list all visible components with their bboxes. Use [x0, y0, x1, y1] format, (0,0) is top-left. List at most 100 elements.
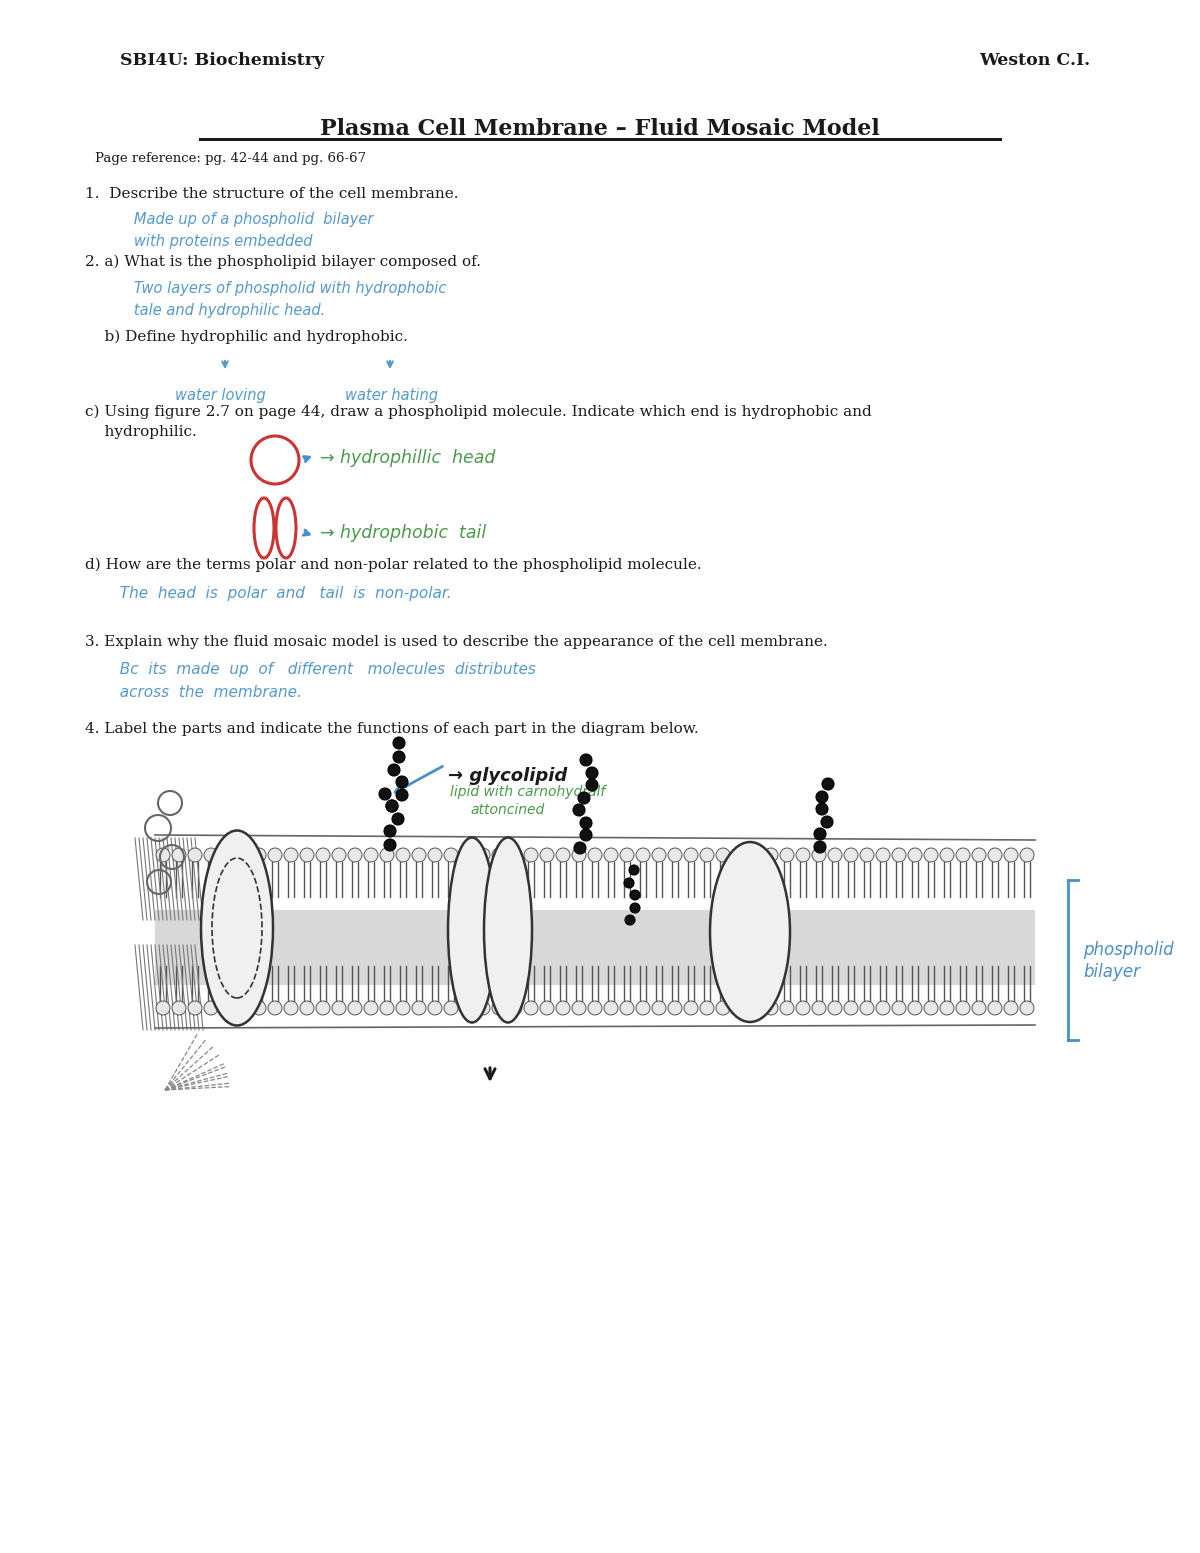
Circle shape	[764, 848, 778, 862]
Text: with proteins embedded: with proteins embedded	[120, 235, 312, 248]
Circle shape	[780, 848, 794, 862]
Circle shape	[908, 848, 922, 862]
Text: SBI4U: Biochemistry: SBI4U: Biochemistry	[120, 51, 324, 68]
Circle shape	[700, 848, 714, 862]
Circle shape	[860, 1002, 874, 1016]
Circle shape	[814, 828, 826, 840]
Circle shape	[574, 842, 586, 854]
Circle shape	[386, 800, 398, 812]
Text: Page reference: pg. 42-44 and pg. 66-67: Page reference: pg. 42-44 and pg. 66-67	[95, 152, 366, 165]
Circle shape	[821, 815, 833, 828]
Circle shape	[252, 1002, 266, 1016]
Text: Plasma Cell Membrane – Fluid Mosaic Model: Plasma Cell Membrane – Fluid Mosaic Mode…	[320, 118, 880, 140]
Circle shape	[220, 1002, 234, 1016]
Circle shape	[828, 848, 842, 862]
Circle shape	[364, 1002, 378, 1016]
Circle shape	[348, 848, 362, 862]
Circle shape	[268, 848, 282, 862]
Circle shape	[816, 803, 828, 815]
Circle shape	[844, 1002, 858, 1016]
Circle shape	[572, 1002, 586, 1016]
Circle shape	[386, 800, 398, 812]
Text: Made up of a phospholid  bilayer: Made up of a phospholid bilayer	[120, 213, 373, 227]
Circle shape	[716, 1002, 730, 1016]
Circle shape	[652, 1002, 666, 1016]
Circle shape	[332, 848, 346, 862]
Circle shape	[764, 1002, 778, 1016]
Circle shape	[412, 1002, 426, 1016]
Circle shape	[668, 1002, 682, 1016]
Circle shape	[748, 848, 762, 862]
Text: water loving: water loving	[175, 388, 265, 402]
Text: 1.  Describe the structure of the cell membrane.: 1. Describe the structure of the cell me…	[85, 186, 458, 200]
Circle shape	[316, 1002, 330, 1016]
Circle shape	[586, 780, 598, 790]
Circle shape	[620, 1002, 634, 1016]
Circle shape	[332, 1002, 346, 1016]
Circle shape	[972, 848, 986, 862]
Text: water hating: water hating	[346, 388, 438, 402]
Circle shape	[379, 787, 391, 800]
Circle shape	[578, 792, 590, 804]
Circle shape	[796, 1002, 810, 1016]
Circle shape	[684, 1002, 698, 1016]
Circle shape	[252, 848, 266, 862]
Circle shape	[392, 814, 404, 825]
Circle shape	[380, 848, 394, 862]
Circle shape	[220, 848, 234, 862]
Circle shape	[988, 1002, 1002, 1016]
Circle shape	[604, 848, 618, 862]
Circle shape	[1020, 848, 1034, 862]
Circle shape	[396, 848, 410, 862]
Circle shape	[428, 848, 442, 862]
Circle shape	[630, 890, 640, 901]
Circle shape	[588, 848, 602, 862]
Circle shape	[972, 1002, 986, 1016]
Text: 3. Explain why the fluid mosaic model is used to describe the appearance of the : 3. Explain why the fluid mosaic model is…	[85, 635, 828, 649]
Circle shape	[620, 848, 634, 862]
Circle shape	[580, 755, 592, 766]
Circle shape	[508, 848, 522, 862]
Circle shape	[394, 738, 406, 749]
Text: → glycolipid: → glycolipid	[448, 767, 568, 784]
Circle shape	[624, 877, 634, 888]
Circle shape	[348, 1002, 362, 1016]
Circle shape	[629, 865, 640, 874]
Circle shape	[492, 848, 506, 862]
Circle shape	[380, 1002, 394, 1016]
Text: → hydrophillic  head: → hydrophillic head	[320, 449, 496, 467]
Circle shape	[492, 1002, 506, 1016]
Circle shape	[396, 1002, 410, 1016]
Text: b) Define hydrophilic and hydrophobic.: b) Define hydrophilic and hydrophobic.	[85, 329, 408, 345]
Circle shape	[940, 1002, 954, 1016]
Circle shape	[684, 848, 698, 862]
Ellipse shape	[484, 837, 532, 1022]
Circle shape	[716, 848, 730, 862]
Bar	[155, 910, 1034, 985]
Circle shape	[586, 767, 598, 780]
Circle shape	[1004, 848, 1018, 862]
Text: hydrophilic.: hydrophilic.	[85, 426, 197, 439]
Circle shape	[284, 848, 298, 862]
Ellipse shape	[710, 842, 790, 1022]
Circle shape	[444, 848, 458, 862]
Circle shape	[460, 1002, 474, 1016]
Circle shape	[625, 915, 635, 926]
Circle shape	[860, 848, 874, 862]
Circle shape	[384, 825, 396, 837]
Circle shape	[204, 1002, 218, 1016]
Ellipse shape	[448, 837, 496, 1022]
Circle shape	[172, 848, 186, 862]
Circle shape	[574, 804, 586, 815]
Text: c) Using figure 2.7 on page 44, draw a phospholipid molecule. Indicate which end: c) Using figure 2.7 on page 44, draw a p…	[85, 405, 871, 419]
Circle shape	[412, 848, 426, 862]
Circle shape	[924, 1002, 938, 1016]
Circle shape	[1020, 1002, 1034, 1016]
Circle shape	[572, 848, 586, 862]
Circle shape	[444, 1002, 458, 1016]
Circle shape	[556, 848, 570, 862]
Circle shape	[300, 1002, 314, 1016]
Circle shape	[388, 764, 400, 776]
Text: tale and hydrophilic head.: tale and hydrophilic head.	[120, 303, 325, 318]
Circle shape	[300, 848, 314, 862]
